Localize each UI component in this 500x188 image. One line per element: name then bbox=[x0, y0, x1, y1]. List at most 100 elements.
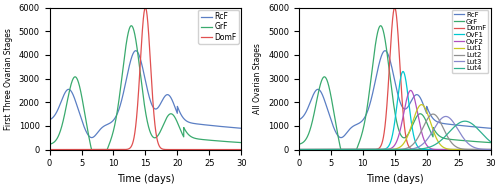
Line: Lut3: Lut3 bbox=[299, 116, 490, 150]
OvF1 bbox=[463, 149, 469, 151]
RcF bbox=[329, 122, 335, 124]
GrF bbox=[234, 141, 240, 143]
Lut3 bbox=[329, 149, 335, 151]
OvF2 bbox=[463, 149, 469, 151]
OvF1 bbox=[370, 149, 376, 151]
DomF bbox=[128, 145, 134, 147]
Lut4 bbox=[378, 149, 384, 151]
OvF2 bbox=[378, 148, 384, 151]
Lut2 bbox=[378, 149, 384, 151]
OvF2 bbox=[488, 149, 494, 151]
DomF bbox=[296, 149, 302, 151]
RcF bbox=[296, 119, 302, 121]
GrF bbox=[296, 143, 302, 145]
GrF bbox=[378, 25, 384, 27]
DomF bbox=[234, 149, 240, 151]
Lut1 bbox=[329, 149, 335, 151]
RcF bbox=[488, 127, 494, 129]
Lut1 bbox=[484, 149, 490, 151]
RcF bbox=[338, 136, 344, 139]
DomF bbox=[318, 149, 324, 151]
DomF bbox=[488, 149, 494, 151]
Line: RcF: RcF bbox=[299, 51, 490, 138]
Lut1 bbox=[418, 104, 424, 106]
RcF bbox=[370, 93, 376, 95]
OvF1 bbox=[488, 149, 494, 151]
GrF bbox=[370, 66, 376, 68]
DomF bbox=[329, 149, 335, 151]
Line: OvF1: OvF1 bbox=[299, 71, 490, 150]
Lut1 bbox=[296, 149, 302, 151]
GrF bbox=[338, 149, 344, 151]
OvF2 bbox=[484, 149, 490, 151]
OvF1 bbox=[318, 149, 324, 151]
Lut3 bbox=[463, 140, 469, 143]
Line: DomF: DomF bbox=[50, 8, 241, 150]
RcF bbox=[88, 136, 94, 139]
DomF bbox=[463, 149, 469, 151]
Lut3 bbox=[488, 148, 494, 151]
RcF bbox=[378, 57, 384, 59]
GrF bbox=[214, 140, 220, 142]
OvF2 bbox=[329, 149, 335, 151]
DomF bbox=[214, 149, 220, 151]
GrF bbox=[46, 143, 52, 145]
RcF bbox=[68, 90, 74, 93]
Line: Lut2: Lut2 bbox=[299, 114, 490, 150]
Lut4 bbox=[484, 137, 490, 139]
Lut1 bbox=[318, 149, 324, 151]
DomF bbox=[142, 7, 148, 9]
Line: GrF: GrF bbox=[50, 26, 241, 150]
Line: Lut4: Lut4 bbox=[299, 121, 490, 150]
RcF bbox=[484, 127, 490, 129]
GrF bbox=[484, 141, 490, 143]
RcF bbox=[214, 125, 220, 127]
Lut3 bbox=[378, 149, 384, 151]
DomF bbox=[238, 149, 244, 151]
GrF bbox=[488, 141, 494, 144]
RcF bbox=[238, 127, 244, 129]
Line: RcF: RcF bbox=[50, 51, 241, 138]
Legend: RcF, GrF, DomF, OvF1, OvF2, Lut1, Lut2, Lut3, Lut4: RcF, GrF, DomF, OvF1, OvF2, Lut1, Lut2, … bbox=[452, 10, 488, 74]
OvF1 bbox=[484, 149, 490, 151]
RcF bbox=[128, 57, 134, 59]
DomF bbox=[392, 7, 398, 9]
Lut4 bbox=[488, 141, 494, 143]
Y-axis label: First Three Ovarian Stages: First Three Ovarian Stages bbox=[4, 28, 13, 130]
Lut2 bbox=[463, 148, 469, 151]
Lut1 bbox=[488, 149, 494, 151]
DomF bbox=[46, 149, 52, 151]
OvF2 bbox=[318, 149, 324, 151]
Lut2 bbox=[296, 149, 302, 151]
RcF bbox=[318, 90, 324, 93]
GrF bbox=[88, 149, 94, 151]
RcF bbox=[80, 122, 86, 124]
Lut2 bbox=[318, 149, 324, 151]
OvF2 bbox=[370, 149, 376, 151]
RcF bbox=[382, 50, 388, 52]
RcF bbox=[46, 119, 52, 121]
Lut3 bbox=[318, 149, 324, 151]
Lut1 bbox=[378, 149, 384, 151]
Lut2 bbox=[370, 149, 376, 151]
OvF1 bbox=[296, 149, 302, 151]
Lut3 bbox=[370, 149, 376, 151]
RcF bbox=[234, 127, 240, 129]
OvF1 bbox=[329, 149, 335, 151]
Lut2 bbox=[329, 149, 335, 151]
GrF bbox=[378, 25, 384, 27]
GrF bbox=[80, 101, 86, 103]
GrF bbox=[128, 25, 134, 27]
Lut3 bbox=[296, 149, 302, 151]
GrF bbox=[329, 101, 335, 103]
Lut4 bbox=[329, 149, 335, 151]
RcF bbox=[463, 125, 469, 127]
Line: DomF: DomF bbox=[299, 8, 490, 150]
Lut3 bbox=[484, 148, 490, 151]
Lut4 bbox=[318, 149, 324, 151]
Lut4 bbox=[370, 149, 376, 151]
Lut2 bbox=[484, 149, 490, 151]
Line: Lut1: Lut1 bbox=[299, 105, 490, 150]
Lut1 bbox=[370, 149, 376, 151]
GrF bbox=[128, 25, 134, 27]
